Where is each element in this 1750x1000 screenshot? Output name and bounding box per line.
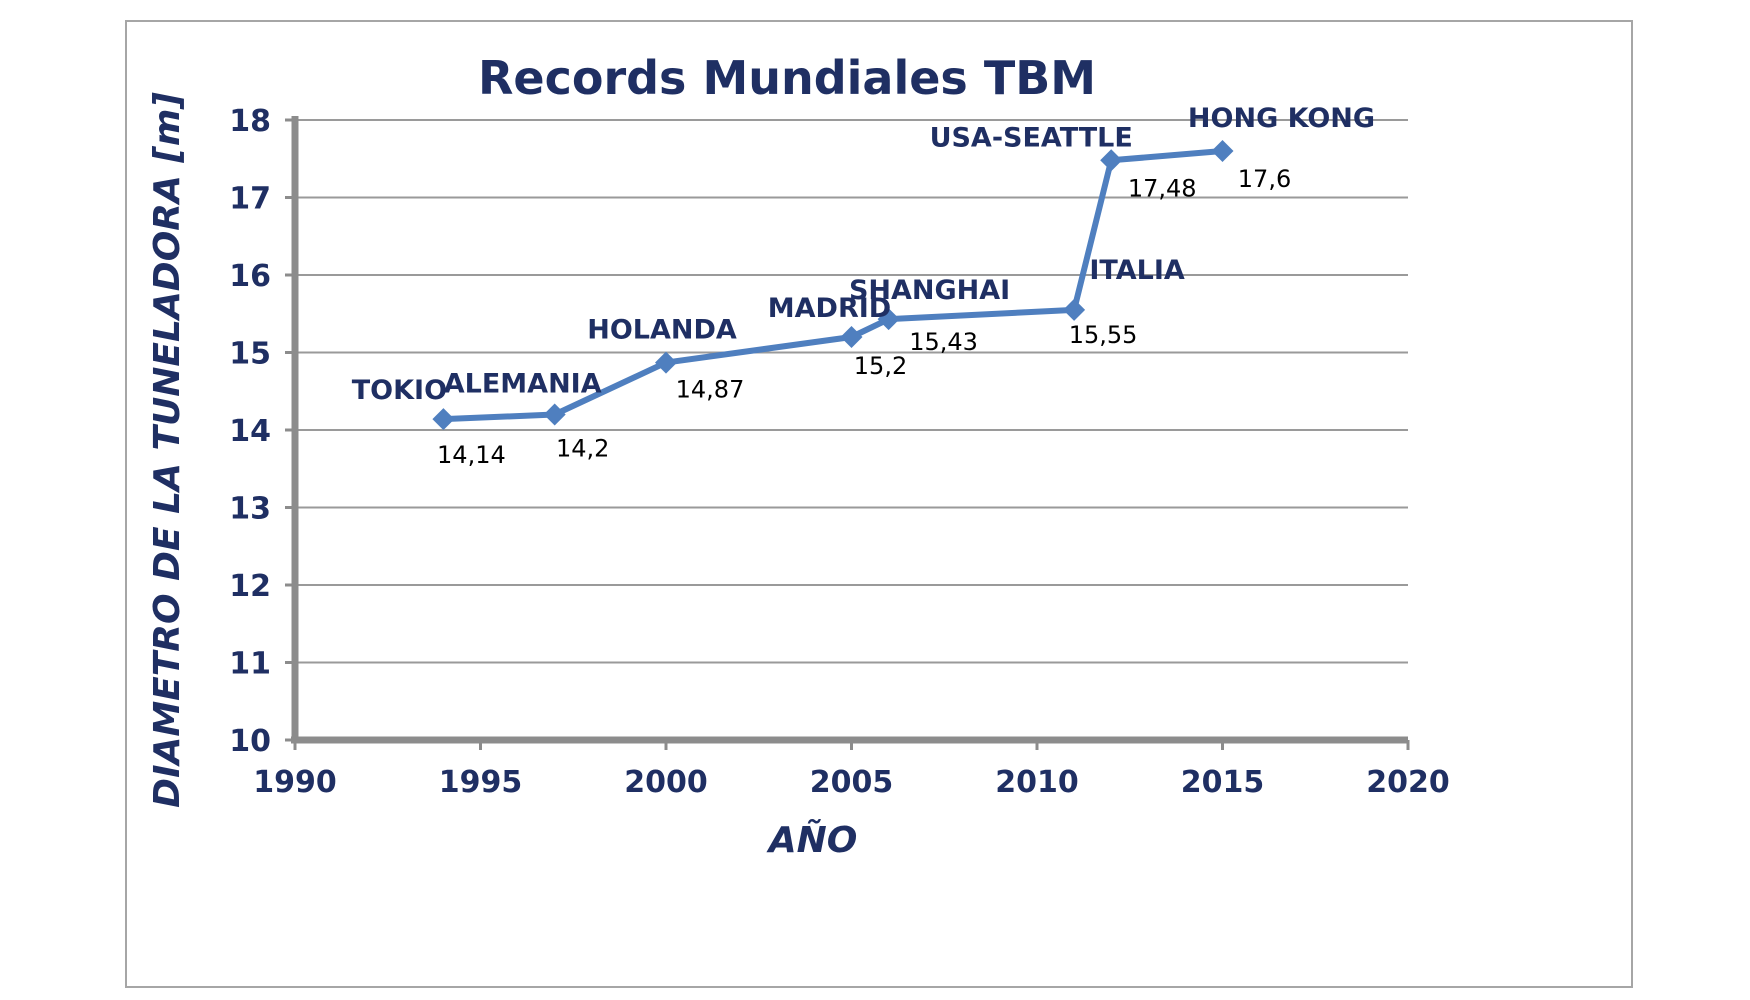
point-value-label: 17,48 bbox=[1128, 174, 1197, 202]
point-value-label: 14,14 bbox=[437, 441, 506, 469]
point-name-label: ITALIA bbox=[1089, 255, 1185, 286]
y-tick-label: 12 bbox=[229, 569, 271, 604]
x-axis-title: AÑO bbox=[766, 819, 858, 861]
point-name-label: MADRID bbox=[768, 293, 891, 324]
data-point-marker bbox=[877, 308, 900, 331]
point-name-label: TOKIO bbox=[352, 375, 447, 406]
data-point-marker bbox=[840, 326, 863, 348]
series-line-layer bbox=[443, 148, 1223, 423]
chart-frame: Records Mundiales TBM 1990 1995 2000 2005 20… bbox=[125, 20, 1633, 988]
point-labels: TOKIO 14,14 ALEMANIA 14,2 HOLANDA 14,87 MADRID… bbox=[352, 103, 1375, 469]
point-value-label: 17,6 bbox=[1238, 165, 1291, 193]
data-point-marker bbox=[432, 408, 455, 431]
point-name-label: SHANGHAI bbox=[849, 275, 1010, 306]
data-point-marker bbox=[655, 351, 677, 374]
markers bbox=[432, 140, 1234, 431]
y-tick-label: 13 bbox=[229, 492, 271, 527]
y-tick-label: 16 bbox=[229, 259, 271, 294]
x-tick-label: 2020 bbox=[1366, 765, 1450, 800]
y-tick-label: 14 bbox=[229, 414, 271, 449]
y-tick-labels: 10 11 12 13 14 15 16 17 18 bbox=[229, 104, 271, 759]
point-value-label: 15,43 bbox=[909, 328, 978, 356]
data-point-marker bbox=[1211, 140, 1234, 162]
data-point-marker bbox=[1063, 298, 1086, 321]
y-axis-title: DIAMETRO DE LA TUNELADORA [m] bbox=[147, 92, 188, 808]
x-tick-label: 2005 bbox=[810, 765, 894, 800]
x-tick-label: 2015 bbox=[1181, 765, 1265, 800]
chart-title: Records Mundiales TBM bbox=[478, 51, 1096, 105]
point-name-label: USA-SEATTLE bbox=[930, 122, 1133, 153]
point-value-label: 15,55 bbox=[1069, 321, 1138, 349]
line-chart: Records Mundiales TBM 1990 1995 2000 2005 20… bbox=[147, 51, 1450, 861]
point-value-label: 14,87 bbox=[676, 376, 745, 404]
x-tick-label: 2010 bbox=[995, 765, 1079, 800]
x-tick-label: 1995 bbox=[439, 765, 523, 800]
gridlines bbox=[295, 119, 1408, 664]
point-value-label: 15,2 bbox=[854, 352, 907, 380]
point-name-label: HONG KONG bbox=[1188, 103, 1375, 134]
y-tick-label: 18 bbox=[229, 104, 271, 139]
y-tick-label: 11 bbox=[229, 647, 271, 682]
x-tick-label: 1990 bbox=[253, 765, 337, 800]
point-name-label: ALEMANIA bbox=[444, 369, 602, 400]
y-tick-label: 17 bbox=[229, 182, 271, 217]
data-point-marker bbox=[543, 403, 566, 426]
axes bbox=[285, 116, 1410, 750]
point-name-label: HOLANDA bbox=[587, 315, 737, 346]
x-tick-labels: 1990 1995 2000 2005 2010 2015 2020 bbox=[253, 765, 1450, 800]
y-tick-label: 10 bbox=[229, 724, 271, 759]
point-value-label: 14,2 bbox=[556, 435, 609, 463]
x-tick-label: 2000 bbox=[624, 765, 708, 800]
y-tick-label: 15 bbox=[229, 337, 271, 372]
series-line bbox=[443, 148, 1223, 423]
data-point-marker bbox=[1100, 149, 1123, 172]
